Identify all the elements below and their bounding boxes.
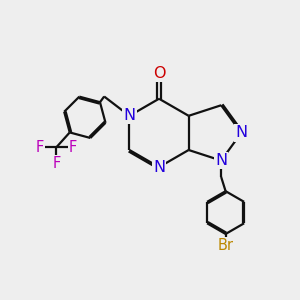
Text: O: O [153, 66, 165, 81]
Text: N: N [123, 108, 136, 123]
Text: F: F [36, 140, 44, 155]
Text: F: F [52, 156, 61, 171]
Text: Br: Br [218, 238, 234, 253]
Text: N: N [153, 160, 165, 175]
Text: N: N [235, 125, 247, 140]
Text: N: N [215, 153, 227, 168]
Text: F: F [69, 140, 77, 155]
